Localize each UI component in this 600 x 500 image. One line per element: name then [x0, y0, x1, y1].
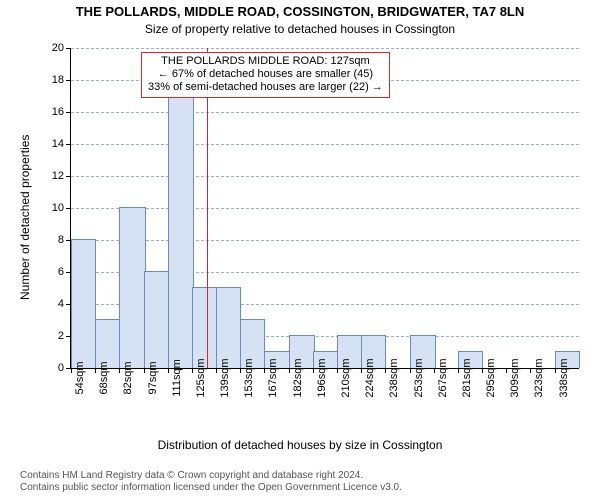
xtick-mark	[410, 368, 411, 373]
gridline	[71, 144, 579, 145]
ytick-label: 2	[0, 330, 64, 342]
histogram-bar	[192, 287, 217, 368]
xtick-label: 54sqm	[74, 361, 86, 394]
xtick-label: 295sqm	[485, 358, 497, 397]
xtick-label: 267sqm	[437, 358, 449, 397]
chart-title: THE POLLARDS, MIDDLE ROAD, COSSINGTON, B…	[0, 4, 600, 19]
xtick-mark	[119, 368, 120, 373]
copyright-notice: Contains HM Land Registry data © Crown c…	[20, 470, 402, 494]
ytick-mark	[66, 208, 71, 209]
ytick-mark	[66, 48, 71, 49]
xtick-label: 139sqm	[219, 358, 231, 397]
annotation-box: THE POLLARDS MIDDLE ROAD: 127sqm← 67% of…	[141, 52, 390, 98]
xtick-mark	[289, 368, 290, 373]
xtick-label: 224sqm	[364, 358, 376, 397]
xtick-mark	[95, 368, 96, 373]
xtick-label: 253sqm	[413, 358, 425, 397]
gridline	[71, 48, 579, 49]
xtick-mark	[434, 368, 435, 373]
xtick-mark	[168, 368, 169, 373]
ytick-mark	[66, 144, 71, 145]
xtick-mark	[240, 368, 241, 373]
ytick-mark	[66, 112, 71, 113]
xtick-label: 210sqm	[340, 358, 352, 397]
xtick-label: 281sqm	[461, 358, 473, 397]
ytick-mark	[66, 80, 71, 81]
annotation-line: THE POLLARDS MIDDLE ROAD: 127sqm	[148, 55, 383, 68]
gridline	[71, 112, 579, 113]
xtick-mark	[530, 368, 531, 373]
ytick-label: 20	[0, 42, 64, 54]
ytick-label: 18	[0, 74, 64, 86]
chart-subtitle: Size of property relative to detached ho…	[0, 22, 600, 36]
copyright-line: Contains HM Land Registry data © Crown c…	[20, 470, 402, 482]
x-axis-label: Distribution of detached houses by size …	[0, 438, 600, 452]
xtick-label: 82sqm	[122, 361, 134, 394]
gridline	[71, 208, 579, 209]
xtick-mark	[144, 368, 145, 373]
xtick-mark	[264, 368, 265, 373]
ytick-label: 0	[0, 362, 64, 374]
histogram-bar	[144, 271, 169, 368]
xtick-mark	[482, 368, 483, 373]
gridline	[71, 240, 579, 241]
xtick-label: 68sqm	[98, 361, 110, 394]
copyright-line: Contains public sector information licen…	[20, 482, 402, 494]
ytick-label: 10	[0, 202, 64, 214]
histogram-bar	[168, 79, 193, 368]
ytick-label: 4	[0, 298, 64, 310]
ytick-label: 6	[0, 266, 64, 278]
annotation-line: ← 67% of detached houses are smaller (45…	[148, 68, 383, 81]
xtick-mark	[361, 368, 362, 373]
gridline	[71, 176, 579, 177]
ytick-label: 8	[0, 234, 64, 246]
histogram-bar	[71, 239, 96, 368]
plot-area: THE POLLARDS MIDDLE ROAD: 127sqm← 67% of…	[70, 48, 579, 369]
xtick-mark	[555, 368, 556, 373]
xtick-label: 323sqm	[533, 358, 545, 397]
histogram-bar	[216, 287, 241, 368]
xtick-mark	[71, 368, 72, 373]
ytick-label: 12	[0, 170, 64, 182]
histogram-bar	[119, 207, 146, 368]
xtick-label: 196sqm	[316, 358, 328, 397]
xtick-label: 238sqm	[388, 358, 400, 397]
ytick-label: 14	[0, 138, 64, 150]
xtick-mark	[337, 368, 338, 373]
xtick-mark	[313, 368, 314, 373]
xtick-label: 309sqm	[509, 358, 521, 397]
xtick-mark	[216, 368, 217, 373]
xtick-label: 153sqm	[243, 358, 255, 397]
ytick-label: 16	[0, 106, 64, 118]
xtick-label: 111sqm	[171, 359, 183, 397]
xtick-mark	[385, 368, 386, 373]
xtick-mark	[506, 368, 507, 373]
xtick-label: 125sqm	[195, 358, 207, 397]
ytick-mark	[66, 176, 71, 177]
xtick-label: 338sqm	[558, 358, 570, 397]
xtick-mark	[192, 368, 193, 373]
xtick-mark	[458, 368, 459, 373]
annotation-line: 33% of semi-detached houses are larger (…	[148, 81, 383, 94]
xtick-label: 182sqm	[292, 358, 304, 397]
xtick-label: 167sqm	[267, 358, 279, 397]
xtick-label: 97sqm	[147, 361, 159, 394]
